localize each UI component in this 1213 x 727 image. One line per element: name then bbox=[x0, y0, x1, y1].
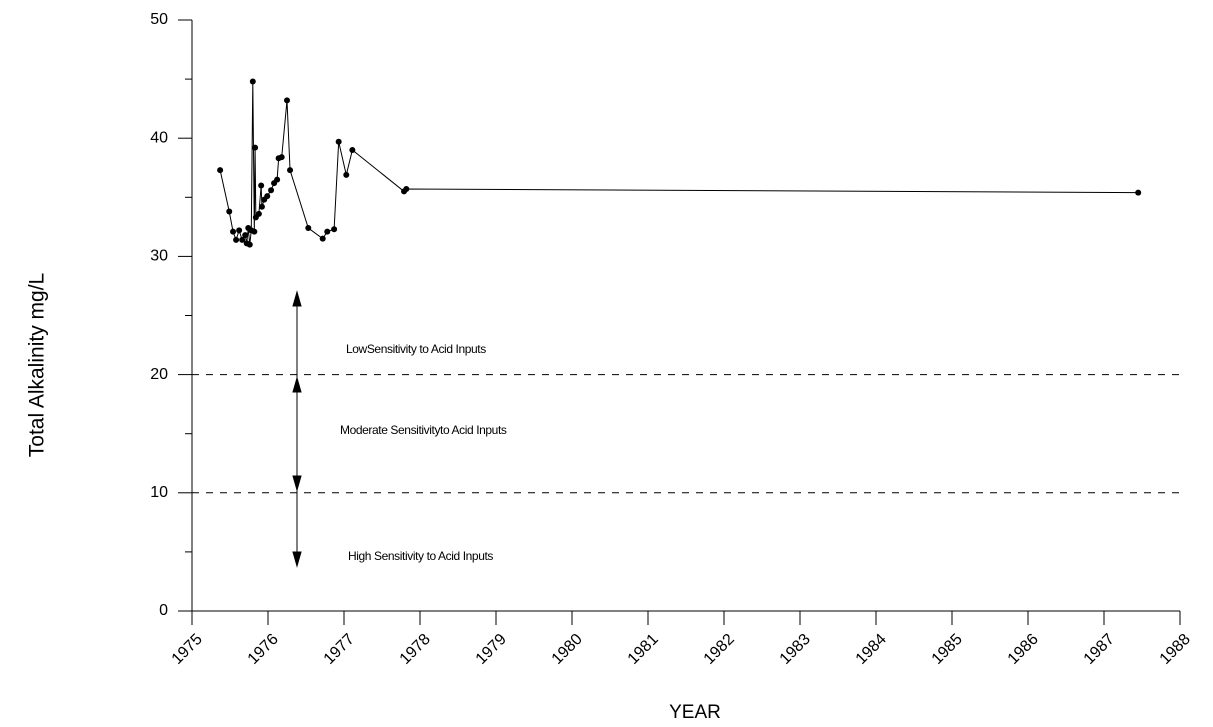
x-tick-label: 1977 bbox=[321, 631, 358, 668]
data-point bbox=[252, 144, 259, 151]
data-point bbox=[258, 182, 265, 189]
x-tick-label: 1980 bbox=[549, 631, 586, 668]
data-point bbox=[274, 176, 281, 183]
data-point bbox=[287, 167, 294, 174]
annotation: LowSensitivity to Acid Inputs bbox=[346, 342, 486, 356]
x-tick-label: 1981 bbox=[625, 631, 662, 668]
y-tick-label: 20 bbox=[150, 366, 168, 383]
x-tick-label: 1976 bbox=[245, 631, 282, 668]
data-point bbox=[264, 193, 271, 200]
data-point bbox=[217, 167, 224, 174]
x-tick-label: 1985 bbox=[929, 631, 966, 668]
y-tick-label: 0 bbox=[159, 602, 168, 619]
data-point bbox=[242, 232, 249, 239]
data-point bbox=[246, 241, 253, 248]
range-arrows bbox=[292, 290, 302, 568]
x-tick-label: 1988 bbox=[1157, 631, 1194, 668]
data-point bbox=[236, 227, 243, 234]
data-point bbox=[331, 226, 338, 233]
data-point bbox=[335, 138, 342, 145]
data-point bbox=[230, 228, 237, 235]
x-tick-label: 1984 bbox=[853, 631, 890, 668]
x-tick-label: 1987 bbox=[1081, 631, 1118, 668]
y-tick-label: 10 bbox=[150, 484, 168, 501]
data-point bbox=[226, 208, 233, 215]
data-point bbox=[258, 203, 265, 210]
x-axis-label: YEAR bbox=[669, 702, 721, 723]
data-point bbox=[349, 147, 356, 154]
annotation: Moderate Sensitivityto Acid Inputs bbox=[340, 423, 507, 437]
x-tick-label: 1986 bbox=[1005, 631, 1042, 668]
data-point bbox=[255, 210, 262, 217]
data-point bbox=[278, 154, 285, 161]
data-point bbox=[324, 228, 331, 235]
data-point bbox=[268, 187, 275, 194]
y-axis-label: Total Alkalinity mg/L bbox=[26, 273, 49, 457]
y-tick-label: 50 bbox=[150, 11, 168, 28]
x-tick-label: 1982 bbox=[701, 631, 738, 668]
x-tick-label: 1983 bbox=[777, 631, 814, 668]
data-point bbox=[233, 236, 240, 243]
x-tick-label: 1975 bbox=[169, 631, 206, 668]
annotation: High Sensitivity to Acid Inputs bbox=[348, 549, 493, 563]
data-point bbox=[343, 171, 350, 178]
y-tick-label: 30 bbox=[150, 248, 168, 265]
data-point bbox=[249, 78, 256, 85]
data-point bbox=[239, 236, 246, 243]
data-point bbox=[251, 228, 258, 235]
data-point bbox=[319, 235, 326, 242]
data-line bbox=[219, 81, 1139, 245]
y-tick-label: 40 bbox=[150, 129, 168, 146]
data-point bbox=[403, 186, 410, 193]
x-tick-label: 1979 bbox=[473, 631, 510, 668]
x-tick-label: 1978 bbox=[397, 631, 434, 668]
data-point bbox=[305, 225, 312, 232]
data-point bbox=[284, 97, 290, 104]
data-point bbox=[1135, 189, 1142, 196]
